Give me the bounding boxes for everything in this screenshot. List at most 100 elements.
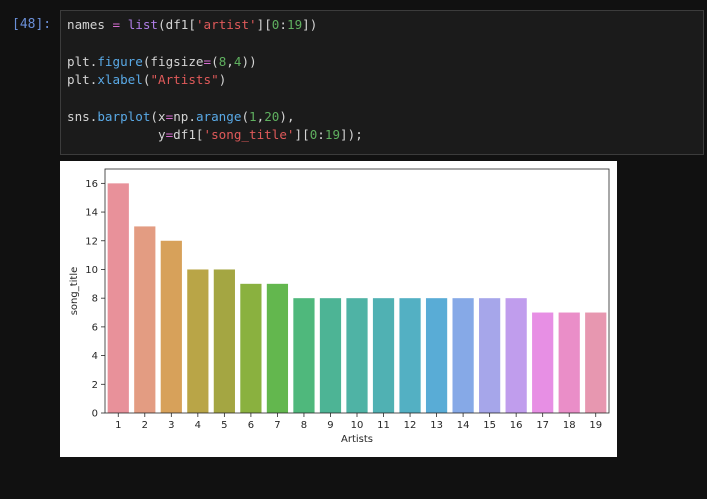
bar-7	[266, 283, 289, 413]
y-axis-label: song_title	[69, 267, 80, 316]
x-tick-label: 4	[195, 420, 201, 431]
bar-16	[505, 298, 527, 413]
code-line[interactable]	[67, 90, 363, 108]
code-token: 19	[324, 127, 341, 143]
x-tick-label: 14	[457, 420, 470, 431]
code-token	[120, 17, 128, 32]
x-tick-label: 12	[404, 420, 417, 431]
code-token: =	[165, 127, 174, 143]
code-token: (figsize	[142, 53, 204, 69]
cell-output: 0 2 4 6 8 10 12 14 16 1 2 3 4 5 6 7 8 9 10 11 12 13 14 15 16 17 1…	[60, 161, 617, 457]
bar-13	[425, 298, 448, 413]
code-token: df1[	[173, 127, 204, 143]
bar-14	[452, 298, 474, 413]
code-token: =	[203, 53, 212, 69]
y-tick-label: 14	[85, 208, 98, 219]
bar-18	[558, 312, 580, 413]
y-tick-label: 2	[92, 380, 98, 391]
code-line[interactable]: plt.xlabel("Artists")	[67, 71, 363, 89]
x-tick-label: 3	[168, 420, 174, 431]
bar-10	[346, 298, 368, 413]
code-token: (	[142, 72, 151, 88]
x-tick-label: 18	[563, 420, 576, 431]
x-tick-label: 10	[351, 420, 364, 431]
code-line[interactable]: sns.barplot(x=np.arange(1,20),	[67, 108, 363, 126]
code-token: xlabel	[97, 72, 143, 88]
code-line[interactable]: plt.figure(figsize=(8,4))	[67, 53, 363, 71]
code-token: )	[218, 72, 227, 88]
code-token: names	[67, 17, 113, 32]
bar-6	[240, 283, 262, 413]
code-line[interactable]: names = list(df1['artist'][0:19])	[67, 16, 363, 34]
y-tick-label: 16	[85, 179, 98, 190]
code-token: 1	[249, 108, 257, 124]
code-token: 0	[309, 127, 318, 143]
x-tick-label: 6	[248, 420, 254, 431]
y-tick-label: 6	[92, 322, 98, 333]
y-tick-label: 8	[92, 294, 98, 305]
code-token: 20	[264, 108, 280, 124]
x-tick-label: 8	[301, 420, 307, 431]
bar-4	[187, 269, 209, 413]
bar-8	[293, 298, 315, 413]
bar-17	[532, 312, 554, 413]
bar-2	[134, 226, 156, 413]
code-token: :	[279, 17, 287, 32]
x-tick-label: 9	[327, 420, 333, 431]
code-token: =	[112, 17, 121, 32]
code-token: arange	[195, 108, 242, 124]
code-token: (df1[	[158, 17, 196, 32]
code-token: 19	[286, 17, 303, 32]
code-token: ][	[294, 127, 310, 143]
code-token: barplot	[97, 108, 151, 124]
code-token: 0	[271, 17, 280, 32]
code-editor[interactable]: names = list(df1['artist'][0:19]) plt.fi…	[67, 16, 363, 145]
bar-3	[160, 240, 182, 413]
bar-15	[479, 298, 501, 413]
y-tick-label: 10	[85, 265, 98, 276]
y-tick-label: 12	[85, 236, 98, 247]
bar-11	[372, 298, 395, 413]
code-token: plt.	[67, 53, 98, 69]
code-token: 8	[218, 53, 227, 69]
code-token: 'artist'	[195, 17, 257, 32]
x-tick-label: 11	[377, 420, 390, 431]
code-token: (	[241, 108, 250, 124]
code-token: :	[317, 127, 325, 143]
code-token: (x	[150, 108, 166, 124]
cell-prompt: [48]:	[12, 17, 52, 32]
bar-5	[213, 269, 235, 413]
code-token: np.	[173, 108, 196, 124]
bar-1	[107, 183, 129, 413]
code-token: figure	[97, 53, 143, 69]
code-token: sns.	[67, 108, 98, 124]
x-tick-label: 2	[142, 420, 148, 431]
code-token: ]);	[340, 127, 363, 143]
code-token: (	[211, 53, 219, 69]
code-token: list	[127, 17, 159, 32]
code-token: 'song_title'	[203, 127, 295, 143]
x-tick-label: 19	[589, 420, 602, 431]
code-token: ])	[302, 17, 318, 32]
code-cell[interactable]: names = list(df1['artist'][0:19]) plt.fi…	[60, 10, 704, 155]
code-token: 4	[233, 53, 242, 69]
x-tick-label: 15	[483, 420, 496, 431]
bar-12	[399, 298, 421, 413]
x-tick-label: 1	[115, 420, 121, 431]
x-tick-label: 17	[536, 420, 549, 431]
y-tick-label: 0	[92, 409, 98, 420]
code-line[interactable]: y=df1['song_title'][0:19]);	[67, 126, 363, 144]
code-token: ,	[256, 108, 265, 124]
code-token: ,	[226, 53, 234, 69]
code-token: =	[165, 108, 174, 124]
x-axis-label: Artists	[341, 434, 373, 445]
x-tick-label: 13	[430, 420, 443, 431]
x-tick-label: 16	[510, 420, 523, 431]
code-token: ),	[279, 108, 295, 124]
code-token: "Artists"	[150, 72, 219, 88]
bar-19	[585, 312, 607, 413]
code-line[interactable]	[67, 34, 363, 52]
code-token: ))	[241, 53, 257, 69]
code-token: plt.	[67, 72, 98, 88]
